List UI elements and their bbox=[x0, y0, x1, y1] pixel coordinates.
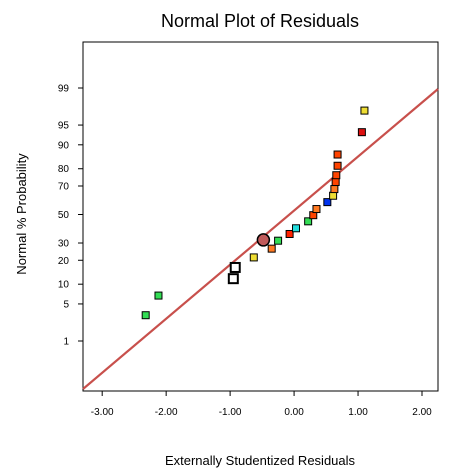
y-tick-label: 70 bbox=[58, 181, 70, 192]
data-point bbox=[292, 224, 300, 233]
data-point bbox=[285, 229, 294, 238]
y-tick-label: 5 bbox=[63, 299, 69, 310]
data-point bbox=[154, 291, 163, 300]
x-tick-label: -1.00 bbox=[219, 407, 242, 418]
data-point bbox=[312, 205, 321, 214]
data-point bbox=[332, 171, 341, 180]
data-point bbox=[331, 177, 340, 186]
data-point bbox=[229, 261, 241, 273]
y-tick-label: 99 bbox=[58, 84, 70, 95]
y-tick-label: 50 bbox=[58, 210, 70, 221]
plot-frame bbox=[82, 41, 439, 392]
data-point bbox=[333, 150, 342, 159]
data-point bbox=[141, 311, 150, 320]
x-tick-label: -3.00 bbox=[91, 407, 114, 418]
data-point bbox=[330, 185, 339, 194]
y-tick-label: 10 bbox=[58, 280, 70, 291]
y-axis-label: Normal % Probability bbox=[14, 153, 29, 275]
data-point bbox=[329, 191, 338, 200]
y-axis: 1 5 10 20 30 50 70 80 90 95 99 bbox=[58, 84, 83, 348]
data-point bbox=[360, 106, 369, 115]
y-tick-label: 1 bbox=[63, 337, 69, 348]
y-tick-label: 90 bbox=[58, 140, 70, 151]
y-tick-label: 30 bbox=[58, 239, 70, 250]
data-point bbox=[304, 217, 313, 226]
x-tick-label: 1.00 bbox=[348, 407, 368, 418]
x-axis-label: Externally Studentized Residuals bbox=[165, 453, 356, 468]
y-tick-label: 80 bbox=[58, 164, 70, 175]
chart-title: Normal Plot of Residuals bbox=[161, 11, 359, 31]
data-point bbox=[323, 198, 332, 207]
x-tick-label: 2.00 bbox=[412, 407, 432, 418]
x-axis: -3.00 -2.00 -1.00 0.00 1.00 2.00 bbox=[91, 391, 432, 418]
data-point bbox=[249, 253, 258, 262]
data-point bbox=[357, 128, 366, 137]
data-point bbox=[267, 244, 276, 253]
data-points bbox=[141, 106, 369, 320]
data-point bbox=[333, 161, 342, 170]
data-point bbox=[274, 236, 283, 245]
highlighted-point bbox=[256, 233, 271, 247]
y-tick-label: 20 bbox=[58, 256, 70, 267]
y-tick-label: 95 bbox=[58, 121, 70, 132]
data-point bbox=[227, 273, 239, 285]
x-tick-label: -2.00 bbox=[155, 407, 178, 418]
x-tick-label: 0.00 bbox=[284, 407, 304, 418]
